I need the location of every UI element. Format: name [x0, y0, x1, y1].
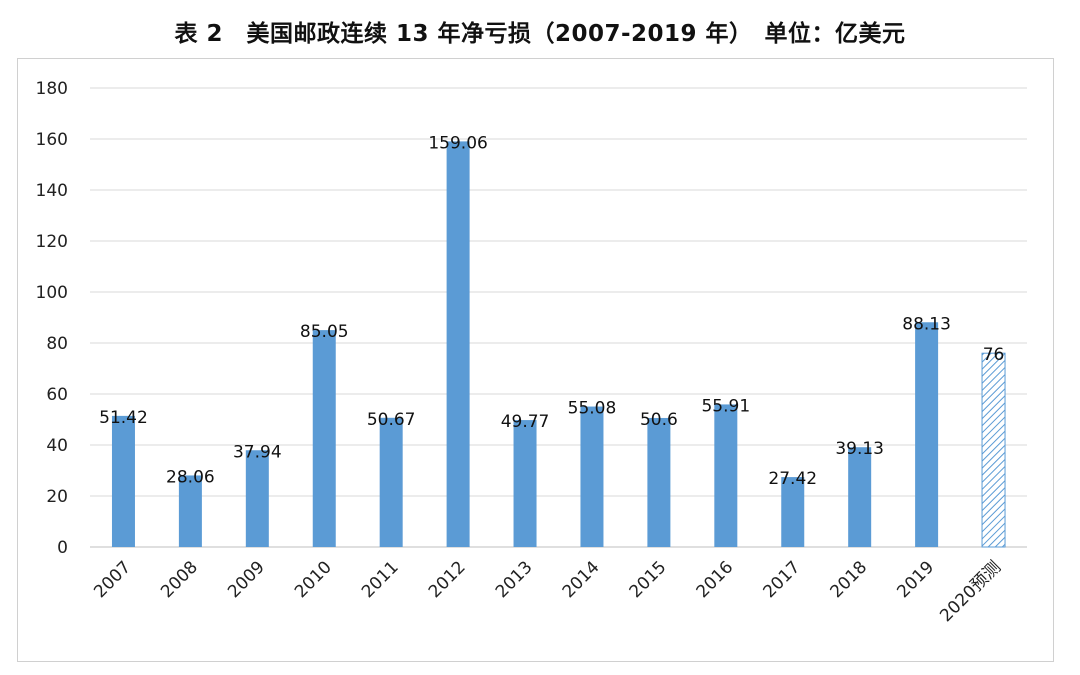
bar: [178, 475, 202, 547]
y-tick-label: 120: [36, 232, 68, 252]
bar: [915, 322, 939, 547]
bars: [111, 141, 1006, 548]
x-tick-label: 2014: [559, 557, 604, 602]
data-label: 76: [983, 345, 1005, 365]
y-tick-label: 180: [36, 79, 68, 99]
data-label: 37.94: [233, 442, 282, 462]
data-label: 28.06: [166, 467, 215, 487]
data-label: 39.13: [835, 439, 884, 459]
x-tick-label: 2019: [893, 557, 938, 602]
x-tick-label: 2018: [826, 557, 871, 602]
bar: [781, 477, 805, 547]
data-label: 55.08: [568, 399, 617, 419]
bar: [111, 415, 135, 547]
data-label: 55.91: [701, 396, 750, 416]
bar: [379, 417, 403, 547]
y-tick-label: 140: [36, 181, 68, 201]
data-label: 51.42: [99, 408, 148, 428]
x-tick-label: 2016: [693, 557, 738, 602]
data-label: 50.6: [640, 410, 678, 430]
bar: [245, 450, 269, 547]
x-tick-label: 2020预测: [936, 557, 1005, 626]
bar: [446, 141, 470, 547]
x-tick-label: 2009: [224, 557, 269, 602]
data-label: 85.05: [300, 322, 349, 342]
bar: [848, 447, 872, 547]
chart-frame: [17, 58, 1054, 662]
bar: [580, 406, 604, 547]
y-tick-label: 80: [46, 334, 68, 354]
x-tick-label: 2008: [157, 557, 202, 602]
y-tick-label: 60: [46, 385, 68, 405]
x-tick-label: 2007: [90, 557, 135, 602]
bar: [513, 420, 537, 547]
y-tick-label: 100: [36, 283, 68, 303]
x-axis-ticks: 2007 2008 2009 2010 2011 2012 2013 2014 2015 2016…: [90, 557, 1005, 626]
gridlines: [90, 87, 1027, 548]
data-label: 159.06: [428, 133, 487, 153]
bar: [714, 404, 738, 547]
data-label: 27.42: [768, 469, 817, 489]
x-tick-label: 2015: [626, 557, 671, 602]
bar-forecast: [981, 352, 1006, 548]
x-tick-label: 2017: [760, 557, 805, 602]
bar: [647, 417, 671, 547]
y-tick-label: 0: [57, 538, 68, 558]
y-tick-label: 40: [46, 436, 68, 456]
x-tick-label: 2013: [492, 557, 537, 602]
chart-title: 表 2 美国邮政连续 13 年净亏损（2007-2019 年） 单位：亿美元: [174, 21, 906, 47]
x-tick-label: 2012: [425, 557, 470, 602]
data-label: 50.67: [367, 410, 416, 430]
y-axis-ticks: 0 20 40 60 80 100 120 140 160 180: [36, 79, 68, 558]
data-labels: 51.42 28.06 37.94 85.05 50.67 159.06 49.77 55.0…: [99, 133, 1004, 489]
y-tick-label: 160: [36, 130, 68, 150]
x-tick-label: 2010: [291, 557, 336, 602]
data-label: 88.13: [902, 314, 951, 334]
bar: [312, 330, 336, 547]
data-label: 49.77: [501, 412, 550, 432]
x-tick-label: 2011: [358, 557, 403, 602]
y-tick-label: 20: [46, 487, 68, 507]
